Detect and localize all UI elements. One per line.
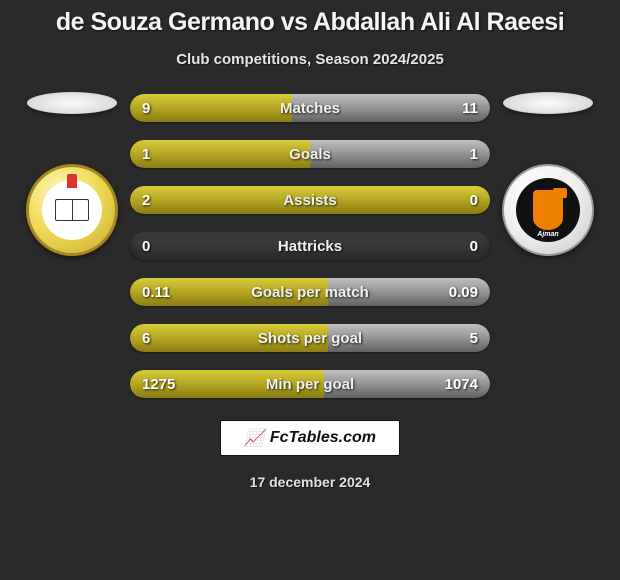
main-row: 911Matches11Goals20Assists00Hattricks0.1… [0,92,620,398]
source-name: FcTables.com [270,429,376,447]
stat-row: 2 0 Assists [130,186,490,214]
chart-icon: 📈 [244,428,264,448]
stat-label: Hattricks [278,238,342,255]
stat-value-left: 1 [142,146,150,163]
stat-value-left: 0.11 [142,284,170,301]
stat-label: Matches [280,100,340,117]
left-player-col [22,92,122,256]
stat-bar-left [130,140,310,168]
stat-bar-right [310,140,490,168]
player-photo-placeholder-left [27,92,117,114]
page-title: de Souza Germano vs Abdallah Ali Al Raee… [56,8,564,37]
stat-value-right: 1074 [445,376,478,393]
stat-row: 1275 1074 Min per goal [130,370,490,398]
stats-column: 911Matches11Goals20Assists00Hattricks0.1… [130,92,490,398]
stat-value-right: 1 [470,146,478,163]
stat-value-left: 9 [142,100,150,117]
stat-value-left: 0 [142,238,150,255]
date-label: 17 december 2024 [250,474,371,490]
stat-value-left: 1275 [142,376,175,393]
stat-label: Goals [289,146,331,163]
stat-row: 0 0 Hattricks [130,232,490,260]
stat-row: 1 1 Goals [130,140,490,168]
stat-label: Shots per goal [258,330,362,347]
book-icon [55,199,89,221]
player-photo-placeholder-right [503,92,593,114]
team-badge-left [26,164,118,256]
team-badge-right: Ajman [502,164,594,256]
right-player-col: Ajman [498,92,598,256]
stat-value-left: 2 [142,192,150,209]
stat-bar-left [130,94,292,122]
stat-row: 9 11 Matches [130,94,490,122]
stat-row: 6 5 Shots per goal [130,324,490,352]
subtitle: Club competitions, Season 2024/2025 [176,51,444,68]
stat-row: 0.11 0.09 Goals per match [130,278,490,306]
stat-value-right: 0.09 [449,284,478,301]
stat-label: Assists [283,192,336,209]
source-logo: 📈 FcTables.com [220,420,400,456]
stat-value-right: 11 [462,100,478,117]
stat-label: Min per goal [266,376,354,393]
stat-value-left: 6 [142,330,150,347]
stat-value-right: 0 [470,238,478,255]
stat-value-right: 0 [470,192,478,209]
stat-value-right: 5 [470,330,478,347]
comparison-card: de Souza Germano vs Abdallah Ali Al Raee… [0,0,620,580]
stat-label: Goals per match [251,284,369,301]
team-badge-right-inner: Ajman [516,178,580,242]
badge-right-caption: Ajman [537,231,558,238]
fort-icon [533,190,563,230]
team-badge-left-inner [42,180,102,240]
